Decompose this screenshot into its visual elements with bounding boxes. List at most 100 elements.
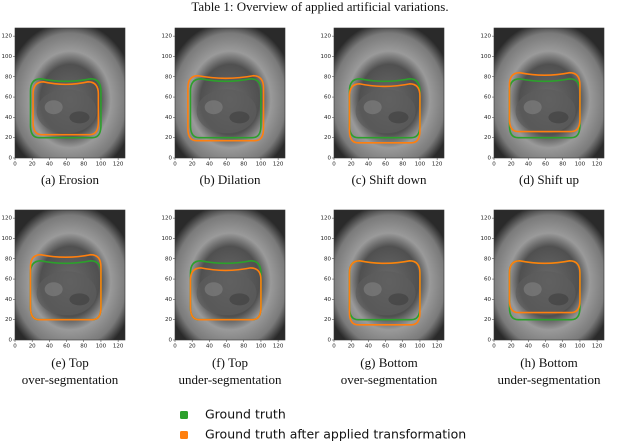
y-tick-label: 0	[488, 156, 492, 162]
y-tick-label: 80	[165, 74, 172, 80]
y-tick-label: 100	[481, 236, 492, 242]
panel-caption: (d) Shift up	[519, 172, 579, 187]
tissue	[204, 100, 223, 115]
tissue	[229, 111, 250, 124]
tissue	[229, 293, 250, 306]
axes-frame	[333, 209, 445, 341]
panel: 00 20 20 40 40 60 60 80 80 100 100 120 120 (c) Shift …	[321, 27, 445, 187]
x-tick-label: 40	[365, 162, 372, 168]
x-tick-label: 120	[113, 162, 124, 168]
panel-caption: (c) Shift down	[351, 172, 427, 187]
x-tick-label: 100	[575, 344, 586, 350]
x-tick-label: 40	[46, 344, 53, 350]
y-tick-label: 80	[324, 74, 331, 80]
y-tick-label: 60	[5, 277, 12, 283]
tissue	[196, 89, 257, 134]
x-tick-label: 40	[46, 162, 53, 168]
x-tick-label: 80	[240, 344, 247, 350]
y-tick-label: 60	[5, 95, 12, 101]
tissue	[388, 111, 409, 124]
legend-label: Ground truth	[205, 407, 286, 422]
transformed-contour	[187, 74, 265, 142]
y-tick-label: 120	[321, 216, 332, 222]
panel-caption: under-segmentation	[498, 372, 601, 387]
y-tick-label: 40	[5, 297, 12, 303]
legend-marker	[180, 431, 188, 439]
y-tick-label: 0	[169, 338, 173, 344]
y-tick-label: 60	[165, 277, 172, 283]
y-tick-label: 20	[324, 135, 331, 141]
transformed-contour	[32, 81, 100, 136]
y-tick-label: 0	[9, 338, 13, 344]
y-tick-label: 40	[5, 115, 12, 121]
x-tick-label: 0	[492, 162, 496, 168]
tissue	[355, 89, 416, 134]
tissue	[515, 89, 576, 134]
axes-frame	[493, 209, 605, 341]
y-tick-label: 80	[5, 256, 12, 262]
ground-truth-contour	[29, 77, 102, 139]
y-tick-label: 0	[9, 156, 13, 162]
x-tick-label: 120	[432, 162, 443, 168]
x-tick-label: 40	[525, 344, 532, 350]
x-tick-label: 20	[348, 344, 355, 350]
y-tick-label: 40	[484, 297, 491, 303]
ground-truth-contour	[189, 77, 262, 139]
y-tick-label: 100	[2, 236, 13, 242]
y-tick-label: 100	[481, 54, 492, 60]
panel: 00 20 20 40 40 60 60 80 80 100 100 120 120 (d) Shift …	[481, 27, 605, 187]
y-tick-label: 80	[484, 74, 491, 80]
axes-frame	[14, 27, 126, 159]
y-tick-label: 80	[484, 256, 491, 262]
tissue	[69, 293, 90, 306]
panel-caption: (a) Erosion	[41, 172, 100, 187]
tissue	[204, 282, 223, 297]
panel-caption: (h) Bottom	[520, 355, 577, 370]
x-tick-label: 20	[508, 344, 515, 350]
y-tick-label: 100	[162, 236, 173, 242]
panel: 00 20 20 40 40 60 60 80 80 100 100 120 120 (h) Bottom…	[481, 209, 605, 387]
panel: 00 20 20 40 40 60 60 80 80 100 100 120 120 (f) Top und…	[162, 209, 286, 387]
y-tick-label: 20	[5, 135, 12, 141]
x-tick-label: 80	[80, 344, 87, 350]
panel: 00 20 20 40 40 60 60 80 80 100 100 120 120 (a) Erosio…	[2, 27, 126, 187]
x-tick-label: 120	[113, 344, 124, 350]
y-tick-label: 40	[324, 297, 331, 303]
tissue	[523, 100, 542, 115]
x-tick-label: 60	[382, 162, 389, 168]
x-tick-label: 0	[332, 162, 336, 168]
y-tick-label: 20	[5, 317, 12, 323]
y-tick-label: 0	[488, 338, 492, 344]
y-tick-label: 60	[324, 277, 331, 283]
x-tick-label: 40	[365, 344, 372, 350]
y-tick-label: 40	[484, 115, 491, 121]
y-tick-label: 100	[321, 54, 332, 60]
x-tick-label: 120	[592, 344, 603, 350]
tissue	[515, 271, 576, 316]
tissue	[355, 271, 416, 316]
y-tick-label: 100	[2, 54, 13, 60]
y-tick-label: 0	[328, 338, 332, 344]
x-tick-label: 100	[256, 162, 267, 168]
x-tick-label: 80	[240, 162, 247, 168]
legend-label: Ground truth after applied transformatio…	[205, 427, 466, 442]
tissue	[36, 271, 97, 316]
x-tick-label: 20	[508, 162, 515, 168]
x-tick-label: 100	[96, 344, 107, 350]
panel: 00 20 20 40 40 60 60 80 80 100 100 120 120 (b) Dilati…	[162, 27, 286, 187]
y-tick-label: 120	[321, 34, 332, 40]
y-tick-label: 100	[321, 236, 332, 242]
panel-caption: (b) Dilation	[199, 172, 261, 187]
tissue	[523, 282, 542, 297]
y-tick-label: 100	[162, 54, 173, 60]
transformed-contour	[508, 71, 581, 133]
y-tick-label: 20	[484, 135, 491, 141]
y-tick-label: 120	[162, 34, 173, 40]
x-tick-label: 60	[63, 162, 70, 168]
axes-frame	[174, 209, 286, 341]
x-tick-label: 60	[223, 344, 230, 350]
x-tick-label: 60	[223, 162, 230, 168]
x-tick-label: 40	[206, 344, 213, 350]
x-tick-label: 0	[13, 344, 17, 350]
